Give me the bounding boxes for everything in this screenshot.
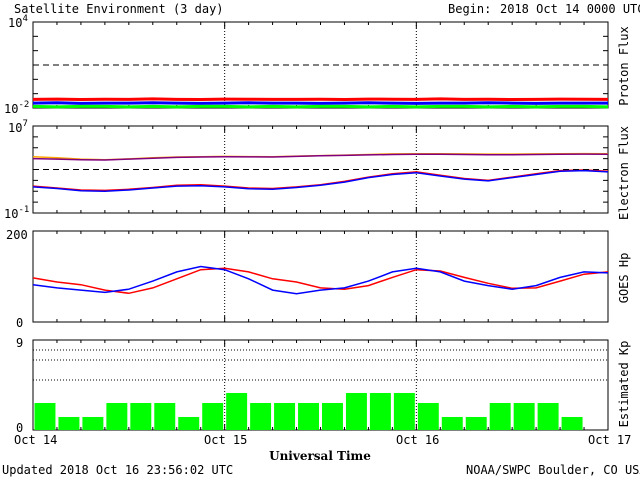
chart-title: Satellite Environment (3 day) [14, 2, 224, 16]
series-green [32, 104, 609, 109]
kp-bar [393, 393, 415, 430]
credit-text: NOAA/SWPC Boulder, CO USA [466, 463, 640, 477]
series-purple [32, 153, 609, 161]
kp-bar [130, 403, 152, 430]
proton-ytick-bottom: 10-2 [4, 100, 29, 116]
kp-bar [58, 417, 80, 430]
electron-ylabel: Electron Flux [617, 126, 631, 220]
xtick-oct16: Oct 16 [396, 433, 439, 447]
kp-bar [537, 403, 559, 430]
kp-bar [298, 403, 319, 430]
begin-label: Begin: [448, 2, 491, 16]
kp-bar [274, 403, 296, 430]
series-blue [32, 265, 609, 295]
electron-ytick-bottom: 10-1 [4, 205, 29, 221]
kp-bar [465, 417, 487, 430]
electron-ytick-top: 107 [8, 119, 28, 135]
kp-bar [489, 403, 511, 430]
kp-ytick-top: 9 [16, 336, 23, 350]
xtick-oct15: Oct 15 [204, 433, 247, 447]
hp-ytick-top: 200 [6, 228, 28, 242]
proton-ylabel: Proton Flux [617, 26, 631, 105]
proton-ytick-top: 104 [8, 14, 28, 30]
kp-bar [345, 393, 367, 430]
kp-bar [226, 393, 248, 430]
x-axis-label: Universal Time [269, 449, 371, 463]
kp-bar [34, 403, 56, 430]
kp-bar [561, 417, 583, 430]
kp-bar [106, 403, 128, 430]
kp-bar [441, 417, 463, 430]
xtick-oct17: Oct 17 [588, 433, 631, 447]
kp-bar [202, 403, 224, 430]
kp-bar [369, 393, 391, 430]
kp-bar [322, 403, 343, 430]
kp-ytick-bottom: 0 [16, 421, 23, 435]
series-red [32, 97, 609, 102]
kp-bar [178, 417, 200, 430]
xtick-oct14: Oct 14 [14, 433, 57, 447]
kp-bar [154, 403, 176, 430]
hp-ytick-bottom: 0 [16, 316, 23, 330]
hp-ylabel: GOES Hp [617, 253, 631, 304]
kp-bar [82, 417, 104, 430]
kp-bar [513, 403, 535, 430]
kp-bar [417, 403, 439, 430]
series-blue [32, 169, 609, 193]
begin-value: 2018 Oct 14 0000 UTC [500, 2, 640, 16]
chart-marks [32, 64, 609, 430]
series-red [32, 267, 609, 295]
kp-ylabel: Estimated Kp [617, 341, 631, 428]
series-blue [32, 101, 608, 105]
updated-text: Updated 2018 Oct 16 23:56:02 UTC [2, 463, 233, 477]
kp-bar [250, 403, 272, 430]
